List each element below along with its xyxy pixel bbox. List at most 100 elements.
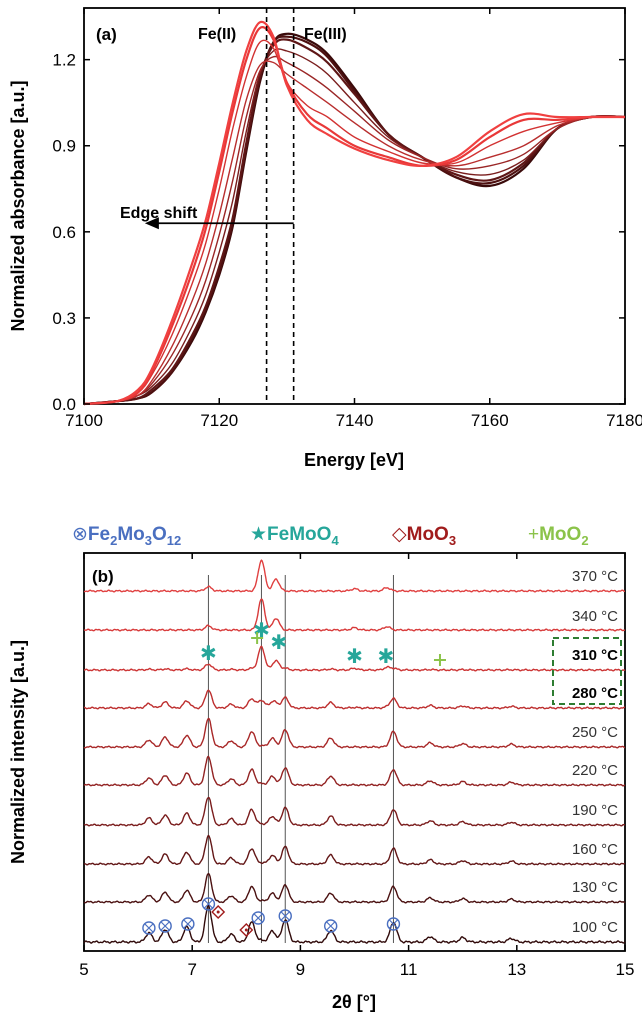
temperature-label: 190 °C bbox=[572, 802, 618, 819]
moo3-marker bbox=[211, 905, 226, 919]
phase-markers: ✱✱✱✱ ✱ bbox=[142, 620, 446, 937]
temperature-label: 130 °C bbox=[572, 879, 618, 896]
fe2mo3o12-marker bbox=[181, 917, 195, 931]
axis-ticks-a: 7100 7120 7140 7160 7180 0.0 0.3 0.6 0.9 1.2 bbox=[52, 8, 642, 430]
fe2-label: Fe(II) bbox=[198, 26, 236, 43]
plot-frame-b bbox=[83, 552, 626, 952]
legend-symbol: ◇ bbox=[392, 524, 407, 545]
x-tick-label: 5 bbox=[79, 960, 88, 979]
xanes-series-line bbox=[83, 60, 626, 405]
legend-symbol: ★ bbox=[250, 524, 267, 545]
legend-formula-part: FeMoO bbox=[267, 524, 331, 545]
xanes-series-line bbox=[83, 35, 626, 406]
reference-lines-b bbox=[207, 575, 394, 943]
fe2mo3o12-marker-cross bbox=[160, 921, 170, 931]
fe2mo3o12-marker bbox=[142, 921, 156, 935]
panel-label-b: (b) bbox=[92, 567, 114, 586]
legend-entry: ◇MoO3 bbox=[392, 524, 456, 548]
legend-symbol: ⊗ bbox=[72, 524, 88, 545]
temperature-labels: 370 °C 340 °C 310 °C 280 °C 250 °C 220 °C 190 … bbox=[572, 568, 618, 936]
legend-formula-part: MoO bbox=[407, 524, 449, 545]
x-tick-label: 15 bbox=[616, 960, 635, 979]
legend-formula-part: MoO bbox=[539, 524, 581, 545]
x-tick-label: 7180 bbox=[606, 411, 642, 430]
x-tick-label: 7160 bbox=[471, 411, 509, 430]
fe2mo3o12-marker bbox=[278, 909, 292, 923]
y-tick-label: 1.2 bbox=[52, 51, 76, 70]
fe2mo3o12-marker-cross bbox=[253, 913, 263, 923]
legend-subscript: 3 bbox=[449, 533, 456, 548]
fe2mo3o12-marker-cross bbox=[144, 923, 154, 933]
xrd-trace bbox=[83, 796, 626, 827]
y-tick-label: 0.3 bbox=[52, 309, 76, 328]
moo3-marker bbox=[239, 923, 254, 937]
x-tick-label: 13 bbox=[507, 960, 526, 979]
moo3-marker-dot bbox=[244, 928, 248, 932]
panel-label-a: (a) bbox=[96, 25, 117, 44]
legend-entry: ⊗Fe2Mo3O12 bbox=[72, 524, 181, 548]
axis-ticks-b: 5 7 9 11 13 15 bbox=[79, 553, 634, 979]
edge-shift-arrow-head bbox=[144, 217, 159, 230]
fe2mo3o12-marker-cross bbox=[183, 919, 193, 929]
fe2mo3o12-marker bbox=[323, 919, 338, 933]
fe2mo3o12-marker bbox=[386, 917, 401, 931]
legend-subscript: 12 bbox=[167, 533, 181, 548]
xrd-trace bbox=[83, 872, 626, 904]
femoo4-marker: ✱ bbox=[346, 646, 363, 668]
fe2mo3o12-marker-cross bbox=[280, 911, 290, 921]
y-tick-label: 0.6 bbox=[52, 223, 76, 242]
highlight-box bbox=[552, 637, 622, 705]
fe3-label: Fe(III) bbox=[304, 26, 347, 43]
temperature-label: 310 °C bbox=[572, 647, 618, 664]
xanes-series-line bbox=[83, 20, 625, 406]
fe2mo3o12-marker bbox=[158, 919, 172, 933]
xrd-trace bbox=[83, 904, 626, 944]
moo3-marker-dot bbox=[216, 910, 220, 914]
x-tick-label: 9 bbox=[296, 960, 305, 979]
femoo4-marker: ✱ bbox=[377, 646, 394, 668]
edge-shift-arrow bbox=[144, 217, 294, 230]
xanes-series-line bbox=[83, 48, 626, 405]
legend-entry: ★FeMoO4 bbox=[250, 524, 339, 548]
x-axis-title-b: 2θ [°] bbox=[332, 992, 376, 1012]
legend-formula-part: Fe bbox=[88, 524, 110, 545]
xanes-series-line bbox=[83, 38, 626, 406]
y-axis-title-b: Normalized intensity [a.u.] bbox=[8, 640, 28, 864]
femoo4-marker: ✱ bbox=[270, 632, 287, 654]
legend-entry: +MoO2 bbox=[528, 524, 589, 548]
temperature-label: 160 °C bbox=[572, 841, 618, 858]
xanes-series-line bbox=[83, 55, 626, 405]
fe2mo3o12-marker-cross bbox=[204, 899, 213, 909]
xrd-traces bbox=[83, 559, 626, 944]
reference-lines-a bbox=[265, 8, 295, 404]
xrd-trace bbox=[83, 559, 625, 593]
fe2mo3o12-marker bbox=[251, 911, 265, 925]
temperature-label: 100 °C bbox=[572, 919, 618, 936]
legend-subscript: 2 bbox=[581, 533, 588, 548]
y-axis-title-a: Normalized absorbance [a.u.] bbox=[8, 80, 28, 331]
legend-formula-part: Mo bbox=[117, 524, 144, 545]
edge-shift-label: Edge shift bbox=[120, 205, 198, 222]
legend-subscript: 3 bbox=[145, 533, 152, 548]
temperature-label: 340 °C bbox=[572, 608, 618, 625]
x-tick-label: 7 bbox=[187, 960, 196, 979]
xrd-trace bbox=[83, 598, 626, 632]
xrd-trace bbox=[83, 834, 625, 866]
xrd-trace bbox=[83, 755, 626, 787]
y-tick-label: 0.9 bbox=[52, 137, 76, 156]
phase-legend: ⊗Fe2Mo3O12 ★FeMoO4 ◇MoO3 +MoO2 bbox=[72, 524, 589, 548]
legend-subscript: 4 bbox=[331, 533, 339, 548]
legend-symbol: + bbox=[528, 524, 539, 545]
femoo4-marker: ✱ bbox=[200, 643, 217, 665]
legend-subscript: 2 bbox=[110, 533, 117, 548]
x-tick-label: 11 bbox=[400, 960, 418, 979]
x-tick-label: 7140 bbox=[336, 411, 374, 430]
temperature-label: 280 °C bbox=[572, 685, 618, 702]
fe2mo3o12-marker-cross bbox=[326, 921, 336, 931]
temperature-label: 220 °C bbox=[572, 762, 618, 779]
xanes-traces bbox=[83, 20, 626, 406]
moo2-marker bbox=[251, 632, 264, 644]
fe2mo3o12-marker-cross bbox=[389, 919, 398, 929]
